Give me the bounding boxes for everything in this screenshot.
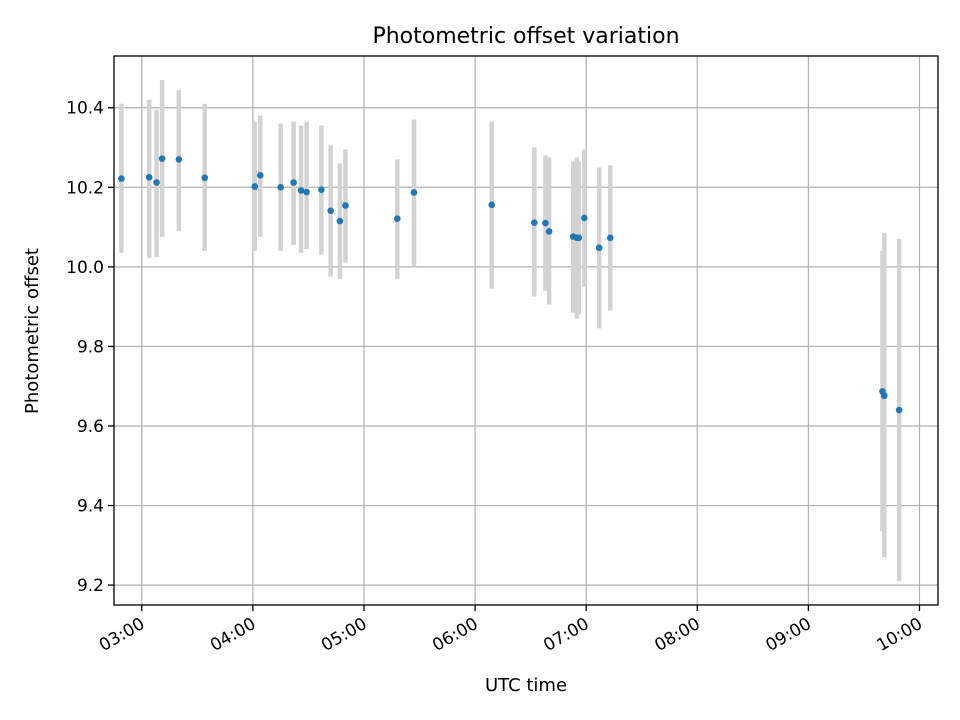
y-tick-label: 9.6 bbox=[77, 417, 104, 437]
grid-lines bbox=[114, 56, 938, 605]
y-tick-label: 10.4 bbox=[66, 99, 104, 119]
data-point bbox=[145, 174, 153, 181]
plot-frame bbox=[113, 55, 939, 606]
y-tick-label: 9.8 bbox=[77, 337, 104, 357]
data-point bbox=[881, 392, 888, 400]
y-tick-label: 10.0 bbox=[66, 258, 104, 278]
data-point bbox=[303, 188, 310, 196]
data-point bbox=[542, 219, 549, 227]
data-point bbox=[595, 244, 603, 252]
y-axis-label: Photometric offset bbox=[22, 248, 43, 414]
data-points bbox=[118, 155, 903, 414]
data-point bbox=[158, 155, 166, 162]
data-point bbox=[256, 172, 264, 179]
y-tick-label: 9.2 bbox=[77, 576, 104, 596]
data-point bbox=[118, 175, 125, 182]
data-point bbox=[251, 183, 259, 190]
data-point bbox=[545, 228, 553, 235]
data-point bbox=[606, 234, 614, 242]
chart-title: Photometric offset variation bbox=[372, 24, 679, 49]
data-point bbox=[277, 183, 284, 191]
data-point bbox=[175, 156, 183, 163]
data-point bbox=[531, 219, 538, 226]
data-point bbox=[336, 217, 344, 225]
data-point bbox=[201, 174, 209, 182]
data-point bbox=[488, 201, 496, 209]
data-point bbox=[895, 406, 903, 414]
data-point bbox=[581, 214, 588, 222]
y-tick-label: 10.2 bbox=[66, 178, 104, 198]
data-point bbox=[342, 202, 349, 209]
data-point bbox=[410, 189, 418, 196]
y-tick-label: 9.4 bbox=[77, 497, 104, 517]
x-axis-label: UTC time bbox=[485, 675, 567, 696]
data-point bbox=[318, 186, 325, 193]
data-point bbox=[290, 179, 297, 186]
y-axis-ticks: 9.2 9.4 9.6 9.8 10.0 10.2 10.4 bbox=[66, 99, 114, 596]
data-point bbox=[153, 179, 160, 186]
data-point bbox=[575, 234, 583, 242]
data-point bbox=[297, 187, 305, 194]
data-point bbox=[327, 207, 334, 215]
data-point bbox=[394, 215, 401, 223]
